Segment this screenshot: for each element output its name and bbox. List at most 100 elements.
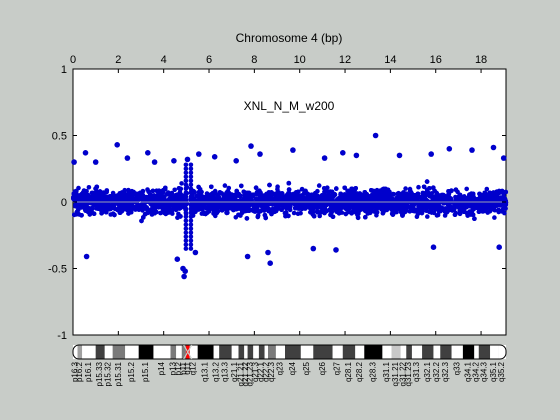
ideogram-band-label: p16.3	[70, 361, 79, 382]
data-point	[454, 201, 459, 207]
data-point	[322, 205, 327, 211]
data-point	[407, 194, 412, 199]
data-point	[239, 210, 245, 215]
ideogram-band	[153, 345, 171, 359]
y-tick-label: 1	[61, 64, 67, 76]
data-point	[258, 209, 263, 214]
data-point	[156, 205, 161, 210]
data-point	[188, 210, 194, 215]
data-point	[91, 202, 96, 208]
data-point	[432, 202, 438, 207]
data-point	[316, 183, 322, 188]
data-point	[244, 216, 250, 221]
outlier-point	[290, 147, 296, 153]
data-point	[97, 189, 103, 194]
data-point	[176, 186, 182, 191]
data-point	[183, 170, 189, 175]
data-point	[501, 206, 506, 212]
centromere-mark	[183, 344, 193, 360]
ideogram-band	[332, 345, 343, 359]
outlier-point	[92, 159, 99, 165]
ideogram-band	[275, 345, 285, 359]
data-point	[329, 209, 334, 214]
data-point	[412, 193, 418, 198]
ideogram-band	[219, 345, 232, 359]
data-point	[427, 186, 432, 191]
outlier-point	[469, 147, 475, 153]
ideogram-band	[77, 345, 82, 359]
data-point	[99, 211, 104, 216]
data-point	[194, 206, 199, 212]
data-point	[200, 196, 206, 201]
outlier-point	[182, 268, 188, 275]
data-point	[295, 211, 301, 216]
data-point	[183, 206, 189, 211]
x-tick-label: 2	[115, 54, 121, 66]
data-point	[265, 193, 270, 198]
data-point	[197, 202, 203, 208]
data-point	[117, 192, 122, 198]
x-tick-label: 0	[70, 54, 76, 66]
outlier-point	[430, 244, 437, 250]
data-point	[188, 178, 194, 183]
data-point	[396, 194, 402, 200]
data-point	[481, 192, 486, 198]
ideogram-band-label: q25	[302, 361, 311, 375]
data-point	[362, 190, 368, 195]
x-tick-label: 14	[384, 54, 396, 66]
data-point	[183, 210, 189, 215]
data-point	[188, 202, 194, 207]
data-point	[353, 186, 359, 191]
ideogram-band-label: q11	[183, 361, 192, 374]
data-point	[179, 181, 184, 186]
data-point	[317, 213, 323, 219]
data-point	[372, 209, 377, 214]
ideogram-band-label: p15.32	[104, 361, 113, 386]
ideogram-band	[73, 345, 78, 359]
data-point	[354, 207, 360, 213]
outlier-point	[321, 155, 328, 161]
outlier-point	[83, 253, 90, 260]
data-point	[251, 208, 257, 214]
data-point	[349, 211, 354, 216]
data-point	[339, 193, 345, 199]
outlier-point	[428, 151, 435, 157]
ideogram-band-label: q27	[333, 361, 342, 375]
data-point	[282, 201, 288, 207]
data-point	[210, 192, 216, 198]
data-point	[442, 213, 448, 218]
data-point	[476, 206, 481, 211]
outlier-point	[151, 159, 158, 165]
data-point	[348, 191, 354, 197]
data-point	[407, 209, 413, 214]
ideogram-band	[382, 345, 392, 359]
ideogram-band-label: q21.21	[236, 361, 245, 386]
data-point	[305, 198, 310, 204]
data-point	[403, 208, 409, 213]
data-point	[461, 209, 467, 214]
data-point	[144, 205, 149, 210]
data-point	[356, 202, 362, 208]
data-point	[343, 211, 349, 217]
ideogram-band-label: p16.2	[75, 361, 84, 382]
data-point	[349, 197, 355, 203]
data-point	[233, 197, 238, 203]
y-tick-label: -0.5	[48, 264, 67, 276]
data-point	[449, 205, 455, 211]
data-point	[226, 190, 232, 196]
data-point	[465, 213, 471, 218]
data-point	[487, 190, 493, 196]
data-point	[469, 208, 475, 214]
data-point	[246, 203, 252, 208]
data-point	[214, 210, 220, 216]
data-point	[183, 242, 189, 247]
data-point	[354, 195, 359, 200]
data-point	[151, 193, 157, 198]
data-point	[396, 202, 402, 207]
ideogram-band-label: q32.2	[432, 361, 441, 382]
data-point	[363, 214, 368, 220]
data-point	[183, 178, 189, 183]
ideogram-band-label: q31.22	[398, 361, 407, 386]
data-point	[81, 195, 86, 200]
x-tick-label: 6	[206, 54, 212, 66]
